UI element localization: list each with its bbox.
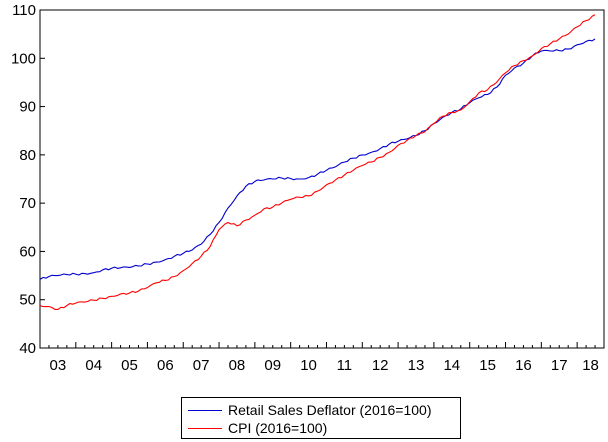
legend-item-retail-sales-deflator: Retail Sales Deflator (2016=100)	[188, 401, 432, 419]
x-tick-label: 09	[264, 357, 281, 374]
series-line-cpi	[39, 14, 596, 310]
x-tick-label: 05	[121, 357, 138, 374]
series-line-retail-sales-deflator	[39, 38, 596, 280]
x-tick-label: 04	[85, 357, 102, 374]
y-axis: 40 50 60 70 80 90 100 110	[11, 2, 45, 357]
x-axis: 03 04 05 06 07 08 09 10 11 12 13 14 15 16 17 18	[39, 342, 605, 374]
x-tick-label: 16	[515, 357, 532, 374]
legend-label: CPI (2016=100)	[228, 420, 328, 436]
x-tick-label: 06	[157, 357, 174, 374]
y-tick-label: 60	[19, 243, 36, 260]
y-tick-label: 110	[12, 2, 36, 19]
y-tick-label: 50	[19, 292, 36, 309]
x-tick-label: 14	[443, 357, 460, 374]
plot-area	[39, 9, 605, 349]
x-tick-label: 12	[372, 357, 389, 374]
x-tick-label: 18	[582, 357, 599, 374]
y-tick-label: 80	[19, 147, 36, 164]
series-layer	[39, 14, 596, 310]
x-tick-label: 08	[229, 357, 246, 374]
legend-label: Retail Sales Deflator (2016=100)	[228, 402, 432, 418]
legend: Retail Sales Deflator (2016=100) CPI (20…	[181, 397, 461, 439]
legend-swatch-red	[188, 427, 222, 429]
x-tick-label: 17	[551, 357, 568, 374]
legend-swatch-blue	[188, 409, 222, 411]
x-tick-label: 15	[479, 357, 496, 374]
x-tick-label: 13	[408, 357, 425, 374]
x-tick-label: 03	[50, 357, 67, 374]
x-tick-label: 11	[337, 357, 353, 374]
y-tick-label: 100	[11, 50, 36, 67]
y-tick-label: 90	[19, 99, 36, 116]
x-tick-label: 10	[300, 357, 317, 374]
legend-item-cpi: CPI (2016=100)	[188, 419, 327, 437]
y-tick-label: 40	[19, 340, 36, 357]
x-tick-label: 07	[193, 357, 210, 374]
y-tick-label: 70	[19, 195, 36, 212]
